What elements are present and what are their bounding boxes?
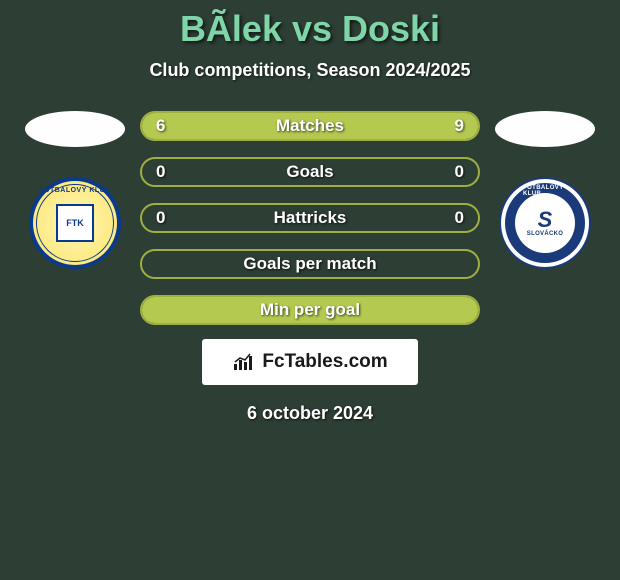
brand-text: FcTables.com <box>262 351 387 373</box>
right-player-placeholder <box>495 111 595 147</box>
page-title: BÃ­lek vs Doski <box>180 8 440 50</box>
stat-bar: 6 9 Matches <box>140 111 480 141</box>
stat-bar: Min per goal <box>140 295 480 325</box>
stat-label: Matches <box>276 116 344 136</box>
badge-inner-text: FTK <box>66 218 84 228</box>
stat-bar: Goals per match <box>140 249 480 279</box>
stat-label: Hattricks <box>274 208 347 228</box>
infographic-container: BÃ­lek vs Doski Club competitions, Seaso… <box>0 0 620 424</box>
left-column: FOTBALOVÝ KLUB FTK <box>15 111 135 269</box>
stat-value-right: 0 <box>455 208 464 228</box>
date-text: 6 october 2024 <box>247 403 373 424</box>
left-club-badge: FOTBALOVÝ KLUB FTK <box>29 177 121 269</box>
branding-box: FcTables.com <box>202 339 418 385</box>
badge-inner: S SLOVÁCKO <box>515 193 575 253</box>
stat-bar: 0 0 Goals <box>140 157 480 187</box>
stat-value-left: 6 <box>156 116 165 136</box>
chart-icon <box>232 352 256 372</box>
stat-value-left: 0 <box>156 162 165 182</box>
stat-value-right: 0 <box>455 162 464 182</box>
subtitle: Club competitions, Season 2024/2025 <box>149 60 470 81</box>
stat-value-left: 0 <box>156 208 165 228</box>
stat-label: Goals per match <box>243 254 376 274</box>
badge-inner: FTK <box>56 204 94 242</box>
main-row: FOTBALOVÝ KLUB FTK 6 9 Matches 0 0 Goals 0 0 Hat… <box>0 111 620 325</box>
stat-label: Goals <box>286 162 333 182</box>
badge-letter: S <box>538 209 553 231</box>
right-club-badge: FOTBALOVÝ KLUB S SLOVÁCKO <box>499 177 591 269</box>
badge-label: SLOVÁCKO <box>527 231 563 237</box>
stat-bar: 0 0 Hattricks <box>140 203 480 233</box>
stats-column: 6 9 Matches 0 0 Goals 0 0 Hattricks Goals per mat… <box>135 111 485 325</box>
stat-label: Min per goal <box>260 300 360 320</box>
left-player-placeholder <box>25 111 125 147</box>
badge-ring-text: FOTBALOVÝ KLUB <box>39 187 111 194</box>
right-column: FOTBALOVÝ KLUB S SLOVÁCKO <box>485 111 605 269</box>
stat-value-right: 9 <box>455 116 464 136</box>
